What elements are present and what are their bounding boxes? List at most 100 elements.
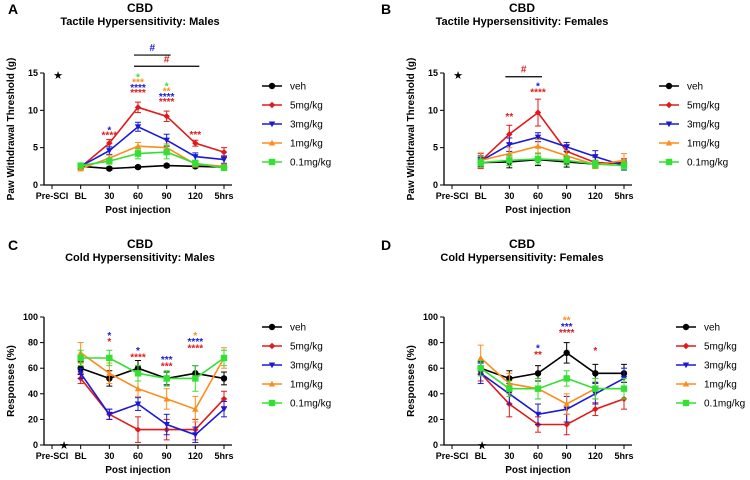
significance-label: **** bbox=[102, 131, 118, 142]
legend-item: 0.1mg/kg bbox=[262, 158, 331, 169]
star-marker: ★ bbox=[453, 70, 463, 82]
significance-label: * bbox=[136, 72, 140, 83]
legend-item: 5mg/kg bbox=[676, 342, 737, 353]
series-veh bbox=[77, 360, 228, 387]
star-marker: ★ bbox=[59, 440, 69, 452]
significance-label: *** bbox=[132, 78, 144, 89]
x-tick-label: 90 bbox=[562, 191, 572, 201]
significance-label: **** bbox=[188, 344, 204, 355]
legend-marker bbox=[268, 82, 276, 90]
legend-item: 0.1mg/kg bbox=[262, 399, 331, 410]
y-axis-label: Responses (%) bbox=[406, 345, 417, 417]
y-tick-label: 0 bbox=[33, 180, 38, 190]
data-point bbox=[220, 375, 228, 382]
series-line bbox=[480, 372, 625, 426]
data-point bbox=[163, 375, 170, 382]
data-point bbox=[534, 109, 542, 116]
x-axis-label: Post injection bbox=[105, 465, 171, 476]
x-tick-label: BL bbox=[75, 191, 87, 201]
data-point bbox=[134, 124, 142, 130]
series-veh bbox=[77, 162, 228, 172]
legend-marker bbox=[682, 323, 690, 331]
panel-letter: D bbox=[381, 237, 391, 253]
y-tick-label: 5 bbox=[433, 143, 438, 153]
legend-item: veh bbox=[262, 82, 306, 93]
significance-label: * bbox=[107, 125, 111, 136]
x-axis-label: Post injection bbox=[505, 465, 571, 476]
significance-label: **** bbox=[559, 328, 575, 339]
series-line bbox=[80, 125, 225, 168]
significance-label: *** bbox=[189, 130, 201, 141]
significance-label: * bbox=[107, 331, 111, 342]
legend-item: 1mg/kg bbox=[262, 139, 323, 150]
chart-subtitle: Tactile Hypersensitivity: Females bbox=[436, 16, 609, 28]
series-1mg-kg bbox=[77, 342, 228, 423]
significance-label: **** bbox=[530, 87, 546, 98]
x-tick-label: 120 bbox=[588, 191, 603, 201]
data-point bbox=[192, 154, 199, 160]
legend-marker bbox=[682, 380, 690, 387]
legend-marker bbox=[665, 101, 673, 109]
legend-label: 0.1mg/kg bbox=[290, 399, 331, 410]
significance-label: *** bbox=[161, 355, 173, 366]
y-tick-label: 20 bbox=[428, 414, 438, 424]
significance-label: **** bbox=[159, 92, 175, 103]
significance-label: ** bbox=[163, 87, 171, 98]
y-tick-label: 80 bbox=[428, 338, 438, 348]
legend-marker bbox=[665, 121, 673, 128]
series-line bbox=[480, 158, 625, 167]
data-point bbox=[506, 131, 513, 138]
significance-label: * bbox=[536, 344, 540, 355]
x-tick-label: Pre-SCI bbox=[436, 191, 469, 201]
y-tick-label: 60 bbox=[28, 363, 38, 373]
data-point bbox=[163, 162, 170, 169]
data-point bbox=[220, 157, 228, 163]
series-0-1mg-kg bbox=[77, 144, 228, 172]
data-point bbox=[192, 375, 199, 382]
y-axis-label: Paw Withdrawal Threshold (g) bbox=[6, 58, 17, 201]
legend-label: 3mg/kg bbox=[290, 361, 323, 372]
legend-marker bbox=[268, 139, 276, 146]
legend-marker bbox=[268, 101, 276, 109]
data-point bbox=[106, 411, 113, 418]
x-tick-label: 60 bbox=[533, 451, 543, 461]
legend-item: 3mg/kg bbox=[659, 120, 720, 131]
chart-title: CBD bbox=[509, 237, 535, 251]
legend-marker bbox=[665, 158, 673, 166]
data-point bbox=[220, 164, 228, 172]
y-tick-label: 100 bbox=[423, 312, 438, 322]
legend-label: 0.1mg/kg bbox=[687, 158, 728, 169]
data-point bbox=[477, 365, 484, 372]
legend-label: veh bbox=[290, 323, 306, 334]
x-tick-label: 60 bbox=[133, 191, 143, 201]
data-point bbox=[192, 432, 199, 438]
x-tick-label: Pre-SCI bbox=[36, 191, 69, 201]
y-axis-label: Paw Withdrawal Threshold (g) bbox=[406, 58, 417, 201]
series-0-1mg-kg bbox=[477, 360, 628, 400]
x-tick-label: 120 bbox=[188, 451, 203, 461]
series-0-1mg-kg bbox=[77, 349, 228, 392]
series-line bbox=[480, 136, 625, 167]
x-tick-label: 60 bbox=[133, 451, 143, 461]
legend-item: 1mg/kg bbox=[262, 380, 323, 391]
legend-marker bbox=[268, 323, 276, 331]
data-point bbox=[534, 411, 542, 418]
x-tick-label: 120 bbox=[588, 451, 603, 461]
significance-label: **** bbox=[188, 337, 204, 348]
chart-title: CBD bbox=[127, 1, 153, 15]
data-point bbox=[134, 426, 142, 433]
data-point bbox=[134, 163, 142, 171]
legend-label: 5mg/kg bbox=[290, 101, 323, 112]
y-tick-label: 100 bbox=[23, 312, 38, 322]
legend-item: 5mg/kg bbox=[659, 101, 720, 112]
legend-label: 1mg/kg bbox=[687, 139, 720, 150]
series-line bbox=[80, 352, 225, 411]
legend-item: 1mg/kg bbox=[659, 139, 720, 150]
star-marker: ★ bbox=[53, 70, 63, 82]
y-tick-label: 20 bbox=[28, 414, 38, 424]
data-point bbox=[534, 385, 542, 392]
series-3mg-kg bbox=[77, 367, 228, 443]
data-point bbox=[134, 401, 142, 408]
